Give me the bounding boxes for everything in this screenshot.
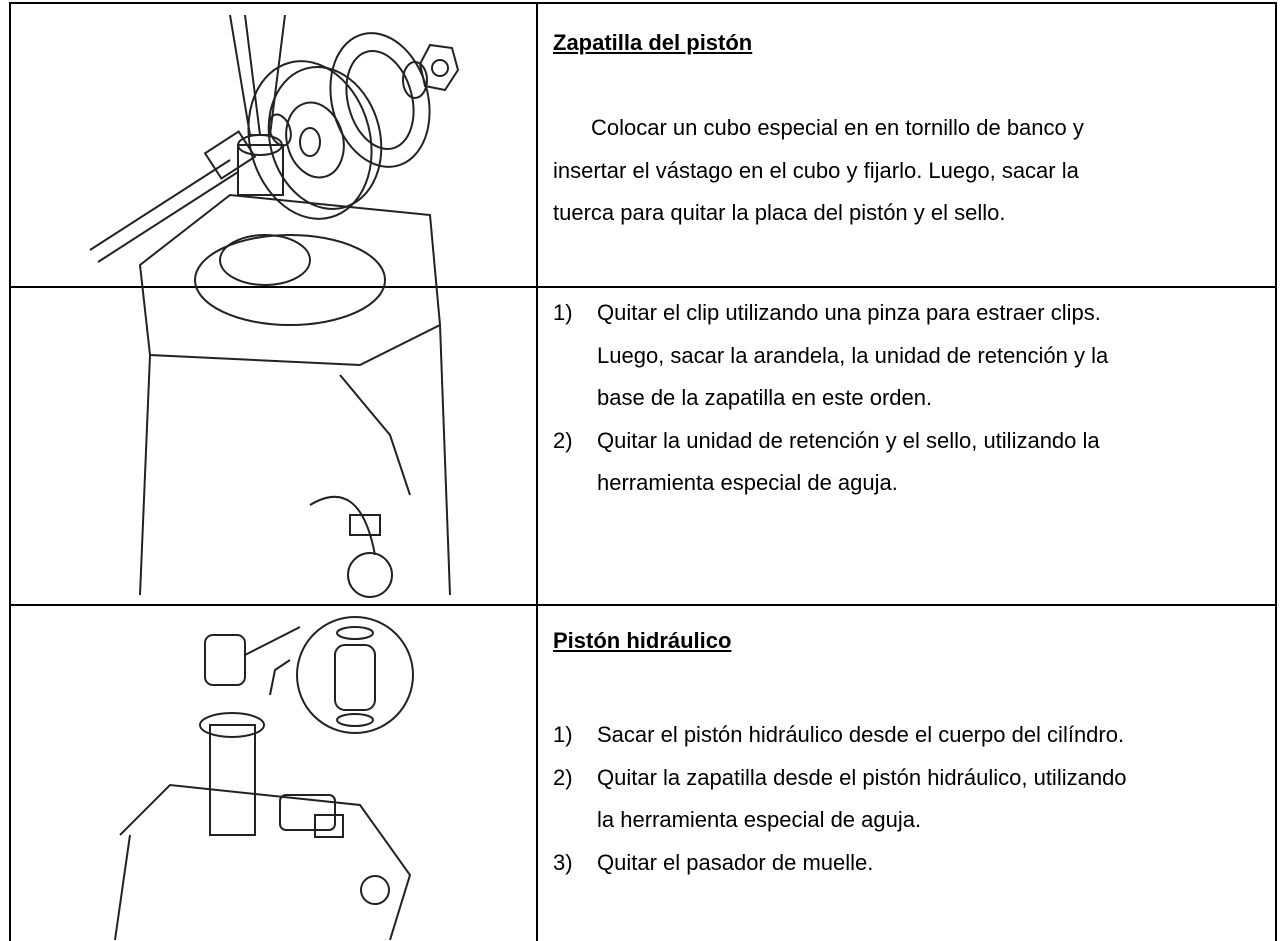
title: Pistón hidráulico [553, 628, 732, 653]
paragraph-line: Colocar un cubo especial en en tornillo … [591, 115, 1084, 140]
item-number: 2) [553, 764, 573, 790]
item-number: 3) [553, 849, 573, 875]
item-line: Quitar el pasador de muelle. [597, 849, 874, 875]
hydraulic-piston-illustration [114, 616, 414, 940]
table-border [9, 2, 11, 941]
item-number: 2) [553, 427, 573, 453]
table-border [9, 2, 1277, 4]
item-line: Luego, sacar la arandela, la unidad de r… [597, 342, 1109, 368]
row-divider [9, 286, 1277, 288]
item-line: Sacar el pistón hidráulico desde el cuer… [597, 722, 1125, 747]
item-line: herramienta especial de aguja. [597, 470, 898, 495]
item-line: Quitar el clip utilizando una pinza para… [597, 300, 1101, 325]
item-line: Quitar la zapatilla desde el pistón hidr… [597, 764, 1127, 790]
item-line: la herramienta especial de aguja. [597, 807, 922, 832]
column-divider [536, 2, 538, 941]
piston-illustration [89, 32, 460, 263]
table-border [1275, 2, 1277, 941]
paragraph-line: insertar el vástago en el cubo y fijarlo… [553, 157, 1079, 183]
item-line: Quitar la unidad de retención y el sello… [597, 427, 1100, 453]
paragraph-line: tuerca para quitar la placa del pistón y… [553, 200, 1006, 225]
item-number: 1) [553, 722, 573, 747]
item-line: base de la zapatilla en este orden. [597, 385, 933, 410]
retainer-illustration [138, 15, 451, 598]
row-divider [9, 604, 1277, 606]
title: Zapatilla del pistón [553, 30, 753, 55]
item-number: 1) [553, 300, 573, 325]
